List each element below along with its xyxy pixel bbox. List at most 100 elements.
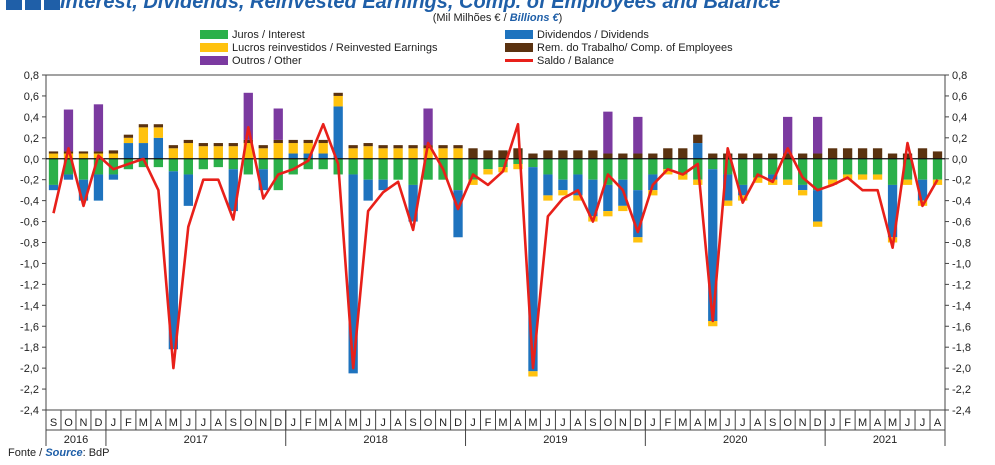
y-tick-label-right: 0,6 [952, 91, 967, 103]
bar-dividends [768, 174, 778, 180]
bar-employees [138, 124, 149, 128]
bar-interest [528, 158, 538, 168]
bar-interest [543, 158, 553, 175]
bar-employees [543, 150, 553, 159]
legend-item-employees: Rem. do Trabalho/ Comp. of Employees [505, 41, 733, 54]
bar-other [93, 104, 104, 152]
bar-interest [108, 158, 119, 175]
bar-reinvested [198, 146, 208, 159]
balance-line [52, 122, 939, 370]
bar-employees [243, 139, 253, 144]
bar-employees [738, 153, 748, 159]
bar-interest [872, 158, 883, 175]
bar-dividends [887, 184, 898, 238]
bar-dividends [183, 174, 193, 206]
bar-employees [633, 153, 643, 159]
x-tick-label-month: D [814, 417, 822, 429]
bar-dividends [648, 174, 658, 191]
y-tick-label-left: 0,2 [24, 133, 39, 145]
bar-employees [213, 143, 223, 147]
x-tick-label-month: M [498, 417, 507, 429]
bar-employees [753, 153, 763, 159]
x-tick-label-month: D [94, 417, 102, 429]
bar-interest [932, 158, 943, 180]
bar-dividends [93, 174, 104, 201]
bar-reinvested [603, 211, 613, 217]
x-tick-label-month: N [79, 417, 87, 429]
y-tick-label-right: -1,2 [952, 279, 971, 291]
bar-employees [603, 153, 613, 159]
bar-interest [887, 158, 898, 185]
y-tick-label-right: -2,4 [952, 405, 971, 417]
legend-swatch-employees [505, 43, 533, 52]
x-tick-label-month: J [290, 417, 296, 429]
source-label-pt: Fonte / [8, 447, 43, 459]
x-tick-label-month: J [905, 417, 911, 429]
bar-reinvested [363, 146, 373, 159]
x-tick-label-month: M [528, 417, 537, 429]
y-tick-label-left: 0,6 [24, 91, 39, 103]
bar-reinvested [708, 321, 718, 327]
bar-employees [708, 153, 718, 159]
bar-dividends [588, 179, 598, 217]
bar-employees [333, 92, 343, 96]
bar-employees [827, 148, 838, 159]
bar-interest [588, 158, 598, 180]
bar-employees [258, 145, 268, 149]
legend-label-dividends: Dividendos / Dividends [537, 28, 649, 41]
bar-employees [228, 143, 238, 147]
bar-interest [753, 158, 763, 178]
x-tick-label-month: D [274, 417, 282, 429]
bar-interest [303, 158, 313, 170]
bar-reinvested [168, 148, 179, 159]
legend-label-other: Outros / Other [232, 54, 302, 67]
bar-interest [573, 158, 583, 175]
bar-employees [453, 145, 463, 149]
bar-interest [198, 158, 208, 170]
legend-swatch-interest [200, 30, 228, 39]
bar-employees [693, 134, 703, 144]
x-tick-label-month: J [380, 417, 386, 429]
y-tick-label-left: 0,0 [24, 154, 39, 166]
x-tick-label-month: F [305, 417, 312, 429]
bar-employees [408, 145, 418, 149]
bar-interest [783, 158, 793, 180]
bar-employees [273, 139, 283, 144]
x-tick-label-month: J [470, 417, 476, 429]
bar-dividends [348, 174, 358, 374]
bar-dividends [138, 143, 149, 159]
x-tick-label-month: A [754, 417, 762, 429]
bar-dividends [558, 179, 568, 191]
y-tick-label-left: -0,4 [20, 196, 39, 208]
bar-dividends [108, 174, 119, 180]
bar-reinvested [783, 179, 793, 185]
bar-reinvested [153, 127, 164, 138]
bar-dividends [303, 153, 313, 159]
x-tick-label-month: S [230, 417, 237, 429]
bar-reinvested [483, 169, 493, 175]
y-tick-label-right: 0,0 [952, 154, 967, 166]
bar-employees [498, 150, 508, 159]
bar-other [273, 108, 283, 140]
y-tick-label-right: -2,0 [952, 363, 971, 375]
bar-dividends [153, 137, 164, 159]
bar-dividends [408, 184, 418, 222]
x-tick-label-month: N [619, 417, 627, 429]
x-tick-label-month: O [783, 417, 792, 429]
bar-reinvested [243, 143, 253, 159]
y-tick-label-right: -0,6 [952, 217, 971, 229]
bar-employees [363, 143, 373, 147]
y-tick-label-left: -1,4 [20, 300, 39, 312]
x-tick-label-month: N [439, 417, 447, 429]
x-tick-label-month: O [64, 417, 73, 429]
bar-interest [798, 158, 808, 185]
x-tick-label-month: S [409, 417, 416, 429]
bar-interest [348, 158, 358, 175]
source-label-en: Source [45, 447, 83, 459]
unit-label-en: Billions € [509, 12, 559, 24]
x-tick-label-month: J [830, 417, 836, 429]
x-tick-label-month: A [215, 417, 223, 429]
bar-reinvested [678, 174, 688, 180]
bar-employees [618, 153, 628, 159]
unit-label-pt: (Mil Milhões € / [432, 12, 507, 24]
